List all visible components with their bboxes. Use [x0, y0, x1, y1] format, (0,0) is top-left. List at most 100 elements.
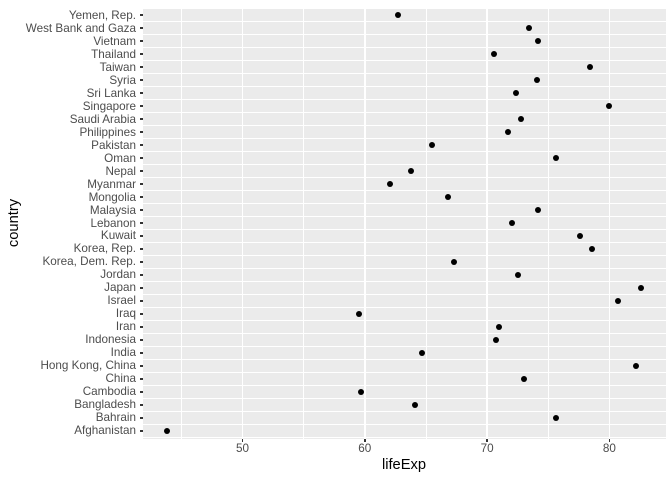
y-tick-mark [139, 66, 143, 68]
y-tick-label: Sri Lanka [86, 86, 136, 100]
y-tick-mark [139, 222, 143, 224]
y-tick-label: China [105, 372, 136, 386]
y-tick-mark [139, 14, 143, 17]
data-point [520, 375, 527, 382]
data-point [589, 245, 596, 252]
x-tick-label: 60 [358, 441, 372, 455]
y-tick-label: West Bank and Gaza [25, 21, 136, 35]
y-tick-mark [139, 79, 143, 81]
row-separator-gridline [143, 241, 666, 244]
data-point [534, 77, 541, 84]
x-tick-label: 80 [602, 441, 616, 455]
data-point [514, 271, 521, 278]
y-tick-mark [139, 196, 143, 198]
row-separator-gridline [143, 371, 666, 373]
row-separator-gridline [143, 410, 666, 412]
row-separator-gridline [143, 137, 666, 140]
y-tick-mark [139, 326, 143, 328]
y-tick-mark [139, 300, 143, 302]
y-tick-label: Iran [115, 320, 136, 334]
y-tick-label: Thailand [91, 47, 136, 61]
data-point [387, 181, 394, 188]
row-separator-gridline [143, 60, 666, 62]
data-point [411, 401, 418, 408]
y-tick-label: Korea, Rep. [73, 242, 136, 256]
row-separator-gridline [143, 34, 666, 36]
row-separator-gridline [143, 86, 666, 88]
data-point [614, 297, 621, 304]
data-point [577, 232, 584, 239]
y-tick-label: Saudi Arabia [69, 112, 136, 126]
data-point [525, 25, 532, 32]
data-point [535, 38, 542, 45]
y-tick-label: Mongolia [88, 190, 136, 204]
row-separator-gridline [143, 124, 666, 127]
row-separator-gridline [143, 176, 666, 179]
data-point [518, 116, 525, 123]
y-tick-mark [139, 390, 143, 393]
data-point [491, 51, 498, 58]
y-tick-mark [139, 157, 143, 159]
major-gridline-x [364, 7, 366, 439]
minor-gridline-x [180, 7, 182, 439]
y-tick-mark [139, 53, 143, 56]
row-separator-gridline [143, 267, 666, 270]
y-tick-mark [139, 118, 143, 120]
minor-gridline-x [425, 7, 427, 439]
y-tick-mark [139, 352, 143, 354]
row-separator-gridline [143, 280, 666, 283]
x-tick-label: 50 [236, 441, 250, 455]
y-tick-mark [139, 248, 143, 250]
y-tick-mark [139, 131, 143, 133]
y-tick-mark [139, 403, 143, 406]
y-tick-mark [139, 183, 143, 185]
row-separator-gridline [143, 397, 666, 399]
row-separator-gridline [143, 189, 666, 192]
x-axis-title: lifeExp [381, 457, 427, 473]
y-tick-mark [139, 209, 143, 211]
y-tick-mark [139, 40, 143, 43]
x-tick-mark [364, 438, 366, 442]
row-separator-gridline [143, 423, 666, 425]
data-point [552, 155, 559, 162]
row-separator-gridline [143, 228, 666, 231]
y-tick-label: Philippines [79, 125, 136, 139]
row-separator-gridline [143, 8, 666, 10]
y-tick-mark [139, 429, 143, 432]
y-tick-label: Nepal [105, 164, 136, 178]
minor-gridline-x [547, 7, 549, 439]
row-separator-gridline [143, 436, 666, 438]
y-tick-label: Korea, Dem. Rep. [42, 255, 136, 269]
y-tick-mark [139, 170, 143, 172]
y-tick-mark [139, 27, 143, 30]
y-tick-mark [139, 287, 143, 289]
data-point [451, 258, 458, 265]
y-tick-mark [139, 313, 143, 315]
y-tick-label: Lebanon [90, 216, 136, 230]
data-point [429, 142, 436, 149]
data-point [552, 414, 559, 421]
minor-gridline-x [303, 7, 305, 439]
data-point [633, 362, 640, 369]
y-tick-label: Cambodia [82, 385, 136, 399]
row-separator-gridline [143, 215, 666, 218]
row-separator-gridline [143, 112, 666, 114]
y-tick-label: Myanmar [87, 177, 136, 191]
y-tick-mark [139, 339, 143, 341]
y-tick-mark [139, 261, 143, 263]
data-point [492, 336, 499, 343]
row-separator-gridline [143, 384, 666, 386]
y-tick-label: Japan [104, 281, 136, 295]
y-tick-label: Taiwan [99, 60, 136, 74]
row-separator-gridline [143, 332, 666, 334]
data-point [163, 427, 170, 434]
y-tick-label: Singapore [82, 99, 136, 113]
major-gridline-x [486, 7, 488, 439]
x-tick-mark [608, 438, 611, 442]
major-gridline-x [241, 7, 244, 439]
data-point [504, 129, 511, 136]
y-tick-mark [139, 365, 143, 367]
data-point [419, 349, 426, 356]
y-tick-mark [139, 144, 143, 146]
y-tick-label: Syria [109, 73, 136, 87]
